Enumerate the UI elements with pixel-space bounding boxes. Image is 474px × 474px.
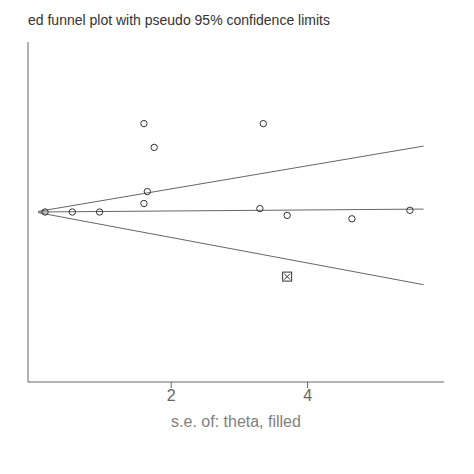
svg-text:s.e. of: theta, filled: s.e. of: theta, filled xyxy=(171,413,301,430)
html-text:ed funnel plot with pseudo 95%: ed funnel plot with pseudo 95% confidenc… xyxy=(28,12,330,28)
svg-text:2: 2 xyxy=(167,387,176,404)
svg-text:4: 4 xyxy=(303,387,312,404)
